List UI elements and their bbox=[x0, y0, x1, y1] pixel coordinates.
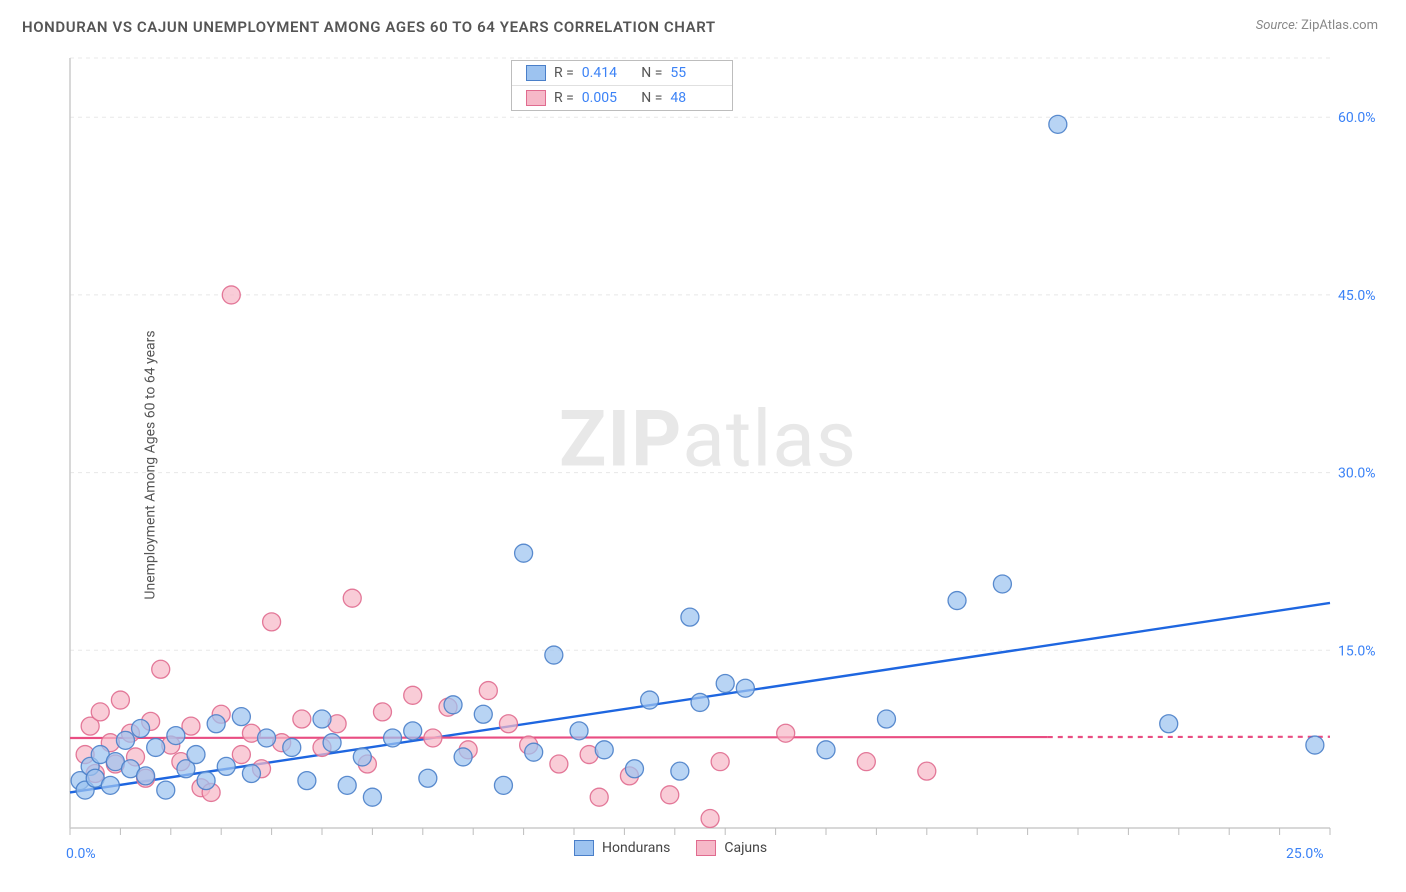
svg-text:60.0%: 60.0% bbox=[1338, 110, 1376, 126]
svg-text:15.0%: 15.0% bbox=[1338, 643, 1376, 659]
correlation-row: R = 0.414 N = 55 bbox=[512, 61, 732, 85]
corr-r-value: 0.005 bbox=[582, 90, 630, 106]
corr-r-value: 0.414 bbox=[582, 65, 630, 81]
corr-n-label: N = bbox=[638, 65, 663, 81]
legend-swatch bbox=[696, 840, 716, 856]
corr-r-label: R = bbox=[554, 90, 574, 106]
scatter-plot: 15.0% 30.0% 45.0% 60.0% bbox=[22, 50, 1390, 880]
legend-item: Hondurans bbox=[574, 840, 670, 856]
legend-label: Cajuns bbox=[724, 840, 767, 856]
source-label: Source: bbox=[1256, 18, 1298, 33]
correlation-legend: R = 0.414 N = 55 R = 0.005 N = 48 bbox=[511, 60, 733, 111]
chart-title: HONDURAN VS CAJUN UNEMPLOYMENT AMONG AGE… bbox=[22, 18, 716, 36]
source-credit: Source: ZipAtlas.com bbox=[1256, 18, 1378, 33]
legend-swatch bbox=[526, 90, 546, 106]
legend-swatch bbox=[574, 840, 594, 856]
legend-label: Hondurans bbox=[602, 840, 670, 856]
corr-r-label: R = bbox=[554, 65, 574, 81]
legend-item: Cajuns bbox=[696, 840, 767, 856]
x-axis-start-label: 0.0% bbox=[66, 846, 96, 862]
chart-container: Unemployment Among Ages 60 to 64 years 1… bbox=[22, 50, 1394, 880]
x-axis-end-label: 25.0% bbox=[1286, 846, 1324, 862]
y-axis-label: Unemployment Among Ages 60 to 64 years bbox=[143, 330, 159, 599]
source-value: ZipAtlas.com bbox=[1301, 18, 1378, 33]
legend-swatch bbox=[526, 65, 546, 81]
corr-n-value: 55 bbox=[670, 65, 718, 81]
correlation-row: R = 0.005 N = 48 bbox=[512, 85, 732, 110]
svg-text:45.0%: 45.0% bbox=[1338, 288, 1376, 304]
corr-n-value: 48 bbox=[670, 90, 718, 106]
corr-n-label: N = bbox=[638, 90, 663, 106]
series-legend: Hondurans Cajuns bbox=[574, 840, 767, 856]
svg-text:30.0%: 30.0% bbox=[1338, 466, 1376, 482]
